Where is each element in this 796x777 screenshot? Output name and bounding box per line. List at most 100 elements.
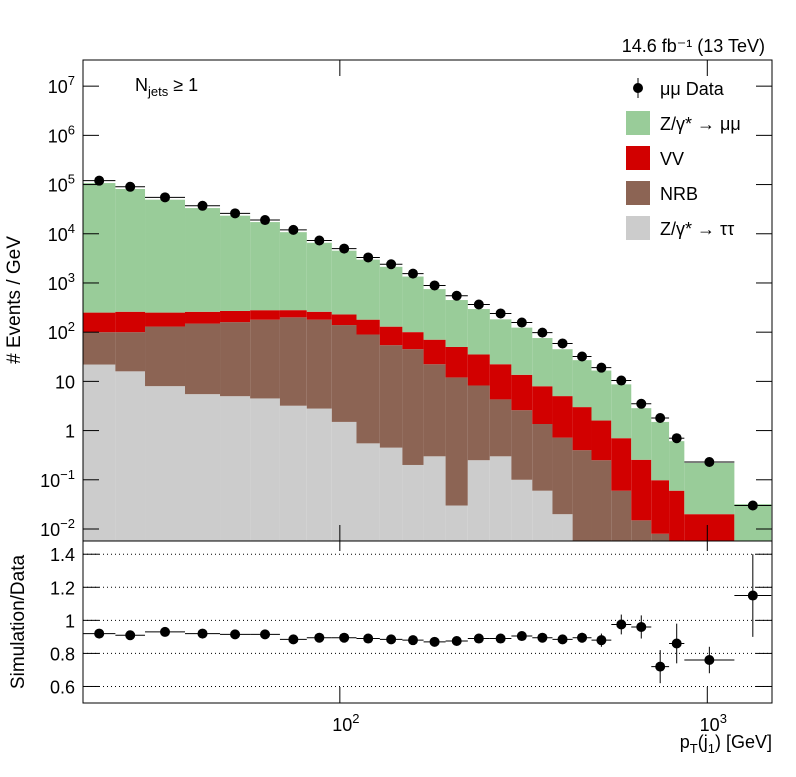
data-point: [557, 338, 568, 349]
histogram-segment: [379, 345, 403, 448]
tick-label-exponent: 3: [68, 270, 75, 285]
y-axis-label: # Events / GeV: [4, 236, 25, 364]
histogram-segment: [467, 460, 490, 541]
ratio-point: [260, 629, 271, 640]
histogram-segment: [145, 312, 186, 327]
ratio-point: [557, 634, 568, 645]
histogram-segment: [511, 374, 533, 411]
histogram-segment: [250, 222, 280, 311]
tick-label: 103: [700, 711, 727, 735]
histogram-segment: [552, 349, 573, 397]
histogram-segment: [572, 407, 592, 451]
histogram-segment: [651, 421, 670, 481]
histogram-segment: [651, 480, 670, 534]
ratio-point: [495, 633, 506, 644]
histogram-segment: [552, 514, 573, 541]
ratio-point: [596, 635, 607, 646]
tick-label-exponent: −1: [60, 467, 75, 482]
histogram-segment: [115, 332, 146, 372]
data-point: [314, 235, 325, 246]
histogram-segment: [532, 386, 553, 425]
histogram-segment: [467, 309, 490, 355]
x-label-part: T: [690, 741, 698, 756]
histogram-segment: [379, 326, 403, 346]
tick-label-base: 10: [48, 77, 68, 97]
data-point: [636, 398, 647, 409]
data-point: [704, 456, 715, 467]
data-point: [671, 433, 682, 444]
legend-swatch: [626, 181, 650, 205]
data-point: [339, 243, 350, 254]
tick-label: 10−2: [40, 516, 75, 540]
ratio-tick-label: 1.2: [50, 578, 75, 598]
histogram-segment: [684, 514, 735, 541]
histogram-segment: [445, 300, 468, 347]
ratio-point: [636, 621, 647, 632]
ratio-tick-label: 0.8: [50, 644, 75, 664]
tick-label-base: 10: [48, 323, 68, 343]
histogram-segment: [511, 410, 533, 480]
legend-swatch: [626, 111, 650, 135]
tick-label: 103: [48, 270, 75, 294]
ratio-point: [363, 633, 374, 644]
histogram-segment: [185, 208, 221, 312]
tick-label: 10: [55, 372, 75, 392]
data-point: [230, 208, 241, 219]
histogram-segment: [445, 505, 468, 541]
data-point: [537, 327, 548, 338]
ratio-point: [386, 634, 397, 645]
ratio-point: [94, 628, 105, 639]
histogram-segment: [379, 447, 403, 541]
histogram-segment: [684, 462, 735, 515]
histogram-segment: [445, 377, 468, 506]
histogram-segment: [611, 490, 632, 541]
histogram-segment: [306, 319, 332, 409]
tick-label-base: 10: [332, 715, 352, 735]
histogram-segment: [379, 266, 403, 327]
data-point: [747, 500, 758, 511]
data-point: [616, 375, 627, 386]
histogram-segment: [631, 520, 652, 541]
histogram-segment: [220, 396, 251, 541]
annotation-part: N: [135, 75, 148, 95]
histogram-segment: [115, 188, 146, 312]
histogram-segment: [250, 398, 280, 541]
tick-label-base: 10: [48, 225, 68, 245]
legend-swatch: [626, 146, 650, 170]
histogram-segment: [331, 314, 357, 326]
histogram-segment: [511, 327, 533, 375]
ratio-point: [577, 632, 588, 643]
tick-label-exponent: 7: [68, 73, 75, 88]
tick-label-base: 10: [40, 471, 60, 491]
histogram-segment: [220, 310, 251, 323]
histogram-segment: [145, 386, 186, 541]
data-point: [407, 268, 418, 279]
ratio-frame: [82, 540, 773, 704]
legend-label: μμ Data: [660, 79, 725, 99]
tick-label: 10−1: [40, 467, 75, 491]
ratio-y-axis-label: Simulation/Data: [8, 555, 29, 690]
legend-label: NRB: [660, 184, 698, 204]
data-point: [197, 200, 208, 211]
data-point: [516, 317, 527, 328]
tick-label-base: 10: [48, 176, 68, 196]
histogram-segment: [145, 326, 186, 387]
x-label-part: 1: [708, 741, 715, 756]
histogram-segment: [489, 364, 512, 400]
legend-swatch: [626, 216, 650, 240]
ratio-point: [429, 636, 440, 647]
x-label-part: (j: [698, 732, 708, 752]
ratio-point: [160, 626, 171, 637]
histogram-segment: [185, 311, 221, 324]
ratio-point: [704, 655, 715, 666]
histogram-segment: [306, 242, 332, 312]
histogram-segment: [306, 311, 332, 320]
tick-label-exponent: 2: [352, 711, 359, 726]
x-label-part: p: [680, 732, 690, 752]
tick-label: 1: [65, 422, 75, 442]
histogram-segment: [331, 421, 357, 541]
histogram-segment: [402, 276, 424, 333]
histogram-segment: [532, 490, 553, 541]
legend-label: Z/γ* → μμ: [660, 114, 741, 134]
histogram-segment: [279, 310, 307, 318]
